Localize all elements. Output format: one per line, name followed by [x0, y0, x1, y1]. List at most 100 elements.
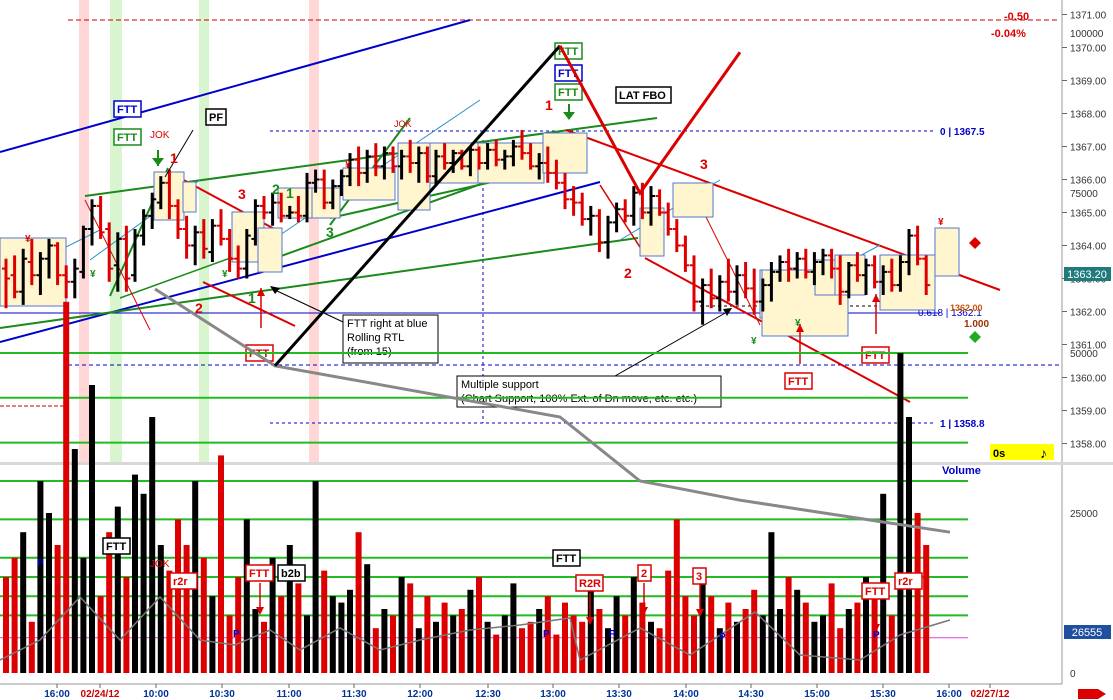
volume-bars: [3, 301, 930, 673]
volume-bar: [914, 513, 921, 673]
annotation-box: [554, 83, 583, 101]
annotation-box: [113, 100, 142, 118]
volume-bar: [54, 545, 61, 673]
ohlc-bar: [526, 143, 535, 170]
up-arrow-head-icon: [796, 324, 804, 332]
volume-bar: [286, 545, 293, 673]
range-box: [342, 167, 396, 201]
bar-timer: 0s ♪: [990, 444, 1054, 461]
volume-bar: [673, 519, 680, 673]
time-label: 16:00: [936, 689, 962, 700]
volume-tag-text: r2r: [898, 576, 913, 588]
volume-bar: [536, 609, 543, 673]
volume-bar: [811, 621, 818, 673]
ohlc-bar: [414, 146, 423, 183]
wave-number: 3: [700, 156, 708, 172]
ohlc-bar: [862, 258, 870, 295]
volume-tag-box: [575, 574, 604, 592]
music-note-icon: ♪: [1040, 445, 1047, 461]
volume-tag-box: [277, 564, 306, 582]
ohlc-bar: [303, 172, 311, 223]
ohlc-bar: [655, 189, 664, 216]
volume-bar: [347, 589, 353, 673]
volume-bar: [777, 609, 783, 673]
ohlc-bar: [836, 255, 845, 305]
down-arrow-head-icon: [152, 158, 164, 166]
ohlc-bar: [70, 258, 79, 299]
ohlc-bar: [922, 255, 931, 295]
range-box: [542, 132, 588, 174]
callout-line: FTT right at blue: [347, 318, 428, 330]
vol-ftt-2: FTT: [245, 564, 274, 582]
volume-bar: [209, 596, 216, 673]
volume-bar: [312, 481, 319, 673]
volume-bar: [923, 545, 930, 673]
pane-divider[interactable]: [0, 462, 1113, 465]
volume-bar: [183, 545, 190, 673]
volume-bar: [355, 532, 362, 673]
fib-bottom-label: 1 | 1358.8: [940, 419, 985, 430]
volume-tag-box: [169, 572, 198, 590]
price-tick-label: 1366.00: [1070, 176, 1107, 187]
diamond-up-icon: [969, 237, 981, 249]
volume-title: Volume: [942, 465, 981, 477]
ohlc-bar: [672, 219, 681, 253]
ohlc-bar: [604, 215, 612, 259]
ohlc-bar: [715, 275, 724, 312]
volume-bar: [527, 621, 534, 673]
pivot-label: P: [873, 630, 880, 641]
ohlc-bar: [905, 229, 913, 276]
volume-tick-label: 0: [1070, 669, 1076, 680]
volume-tag-box: [861, 582, 890, 600]
callout-line: Multiple support: [461, 379, 539, 391]
wave-number: 1: [248, 290, 256, 306]
ohlc-bar: [174, 199, 182, 239]
annotation-box: [784, 372, 813, 390]
volume-bar: [854, 602, 861, 673]
ohlc-bar: [251, 199, 260, 246]
callout-arrow-icon: [723, 308, 732, 316]
ohlc-bar: [586, 205, 595, 236]
change-percent: -0.04%: [991, 28, 1026, 40]
lat-fbo-tag: LAT FBO: [615, 86, 672, 104]
volume-tag-text: FTT: [556, 553, 576, 565]
pointer-line: [164, 129, 194, 178]
vol-arrow-head-icon: [872, 624, 880, 632]
ohlc-bar: [294, 196, 303, 223]
ohlc-bar: [475, 146, 483, 170]
volume-tag-box: [894, 572, 923, 590]
pf-tag: PF: [205, 108, 227, 126]
volume-tag-text: R2R: [579, 578, 601, 590]
annotation-box: [861, 346, 890, 364]
annotation-text: FTT: [117, 104, 137, 116]
volume-bar: [458, 609, 465, 673]
price-tick-label: 1360.00: [1070, 374, 1107, 385]
time-label: 02/24/12: [81, 689, 120, 700]
time-label: 13:00: [540, 689, 566, 700]
ohlc-bar: [53, 242, 62, 286]
price-tick-label: 1365.00: [1070, 209, 1107, 220]
vol-arrow-head-icon: [586, 617, 594, 625]
volume-bar: [200, 557, 207, 673]
callout-pointer-2: [614, 311, 728, 377]
ftt-tag-blue: FTT: [113, 100, 142, 118]
pivot-label: P: [719, 632, 726, 643]
volume-bar: [381, 609, 388, 673]
volume-bar: [46, 513, 52, 673]
volume-bar: [476, 577, 482, 673]
ohlc-bar: [156, 176, 165, 210]
callout-box-2: [456, 375, 722, 408]
volume-bar: [415, 628, 422, 673]
ohlc-bar: [578, 192, 587, 226]
scroll-right-icon[interactable]: [1078, 689, 1106, 699]
jok-label: JOK: [150, 130, 170, 141]
ftt-tag-top-green-2: FTT: [554, 83, 583, 101]
lower-blue-channel: [0, 181, 601, 343]
annotation-text: LAT FBO: [619, 90, 666, 102]
ohlc-bar: [320, 169, 329, 210]
change-absolute: -0.50: [1004, 11, 1029, 23]
ohlc-bar: [629, 186, 638, 226]
vol-ftt-3: FTT: [552, 549, 581, 567]
time-label: 14:00: [673, 689, 699, 700]
